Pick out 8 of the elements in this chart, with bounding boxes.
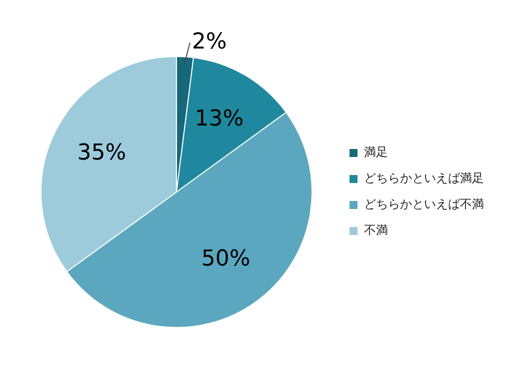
data-label: 13% [194,106,244,132]
legend-label: 不満 [364,223,388,238]
legend-label: どちらかといえば満足 [364,171,484,186]
legend-label: 満足 [364,145,388,160]
legend-label: どちらかといえば不満 [364,197,484,212]
data-label: 2% [192,30,227,55]
data-label: 50% [201,246,250,272]
data-label: 35% [77,140,126,166]
